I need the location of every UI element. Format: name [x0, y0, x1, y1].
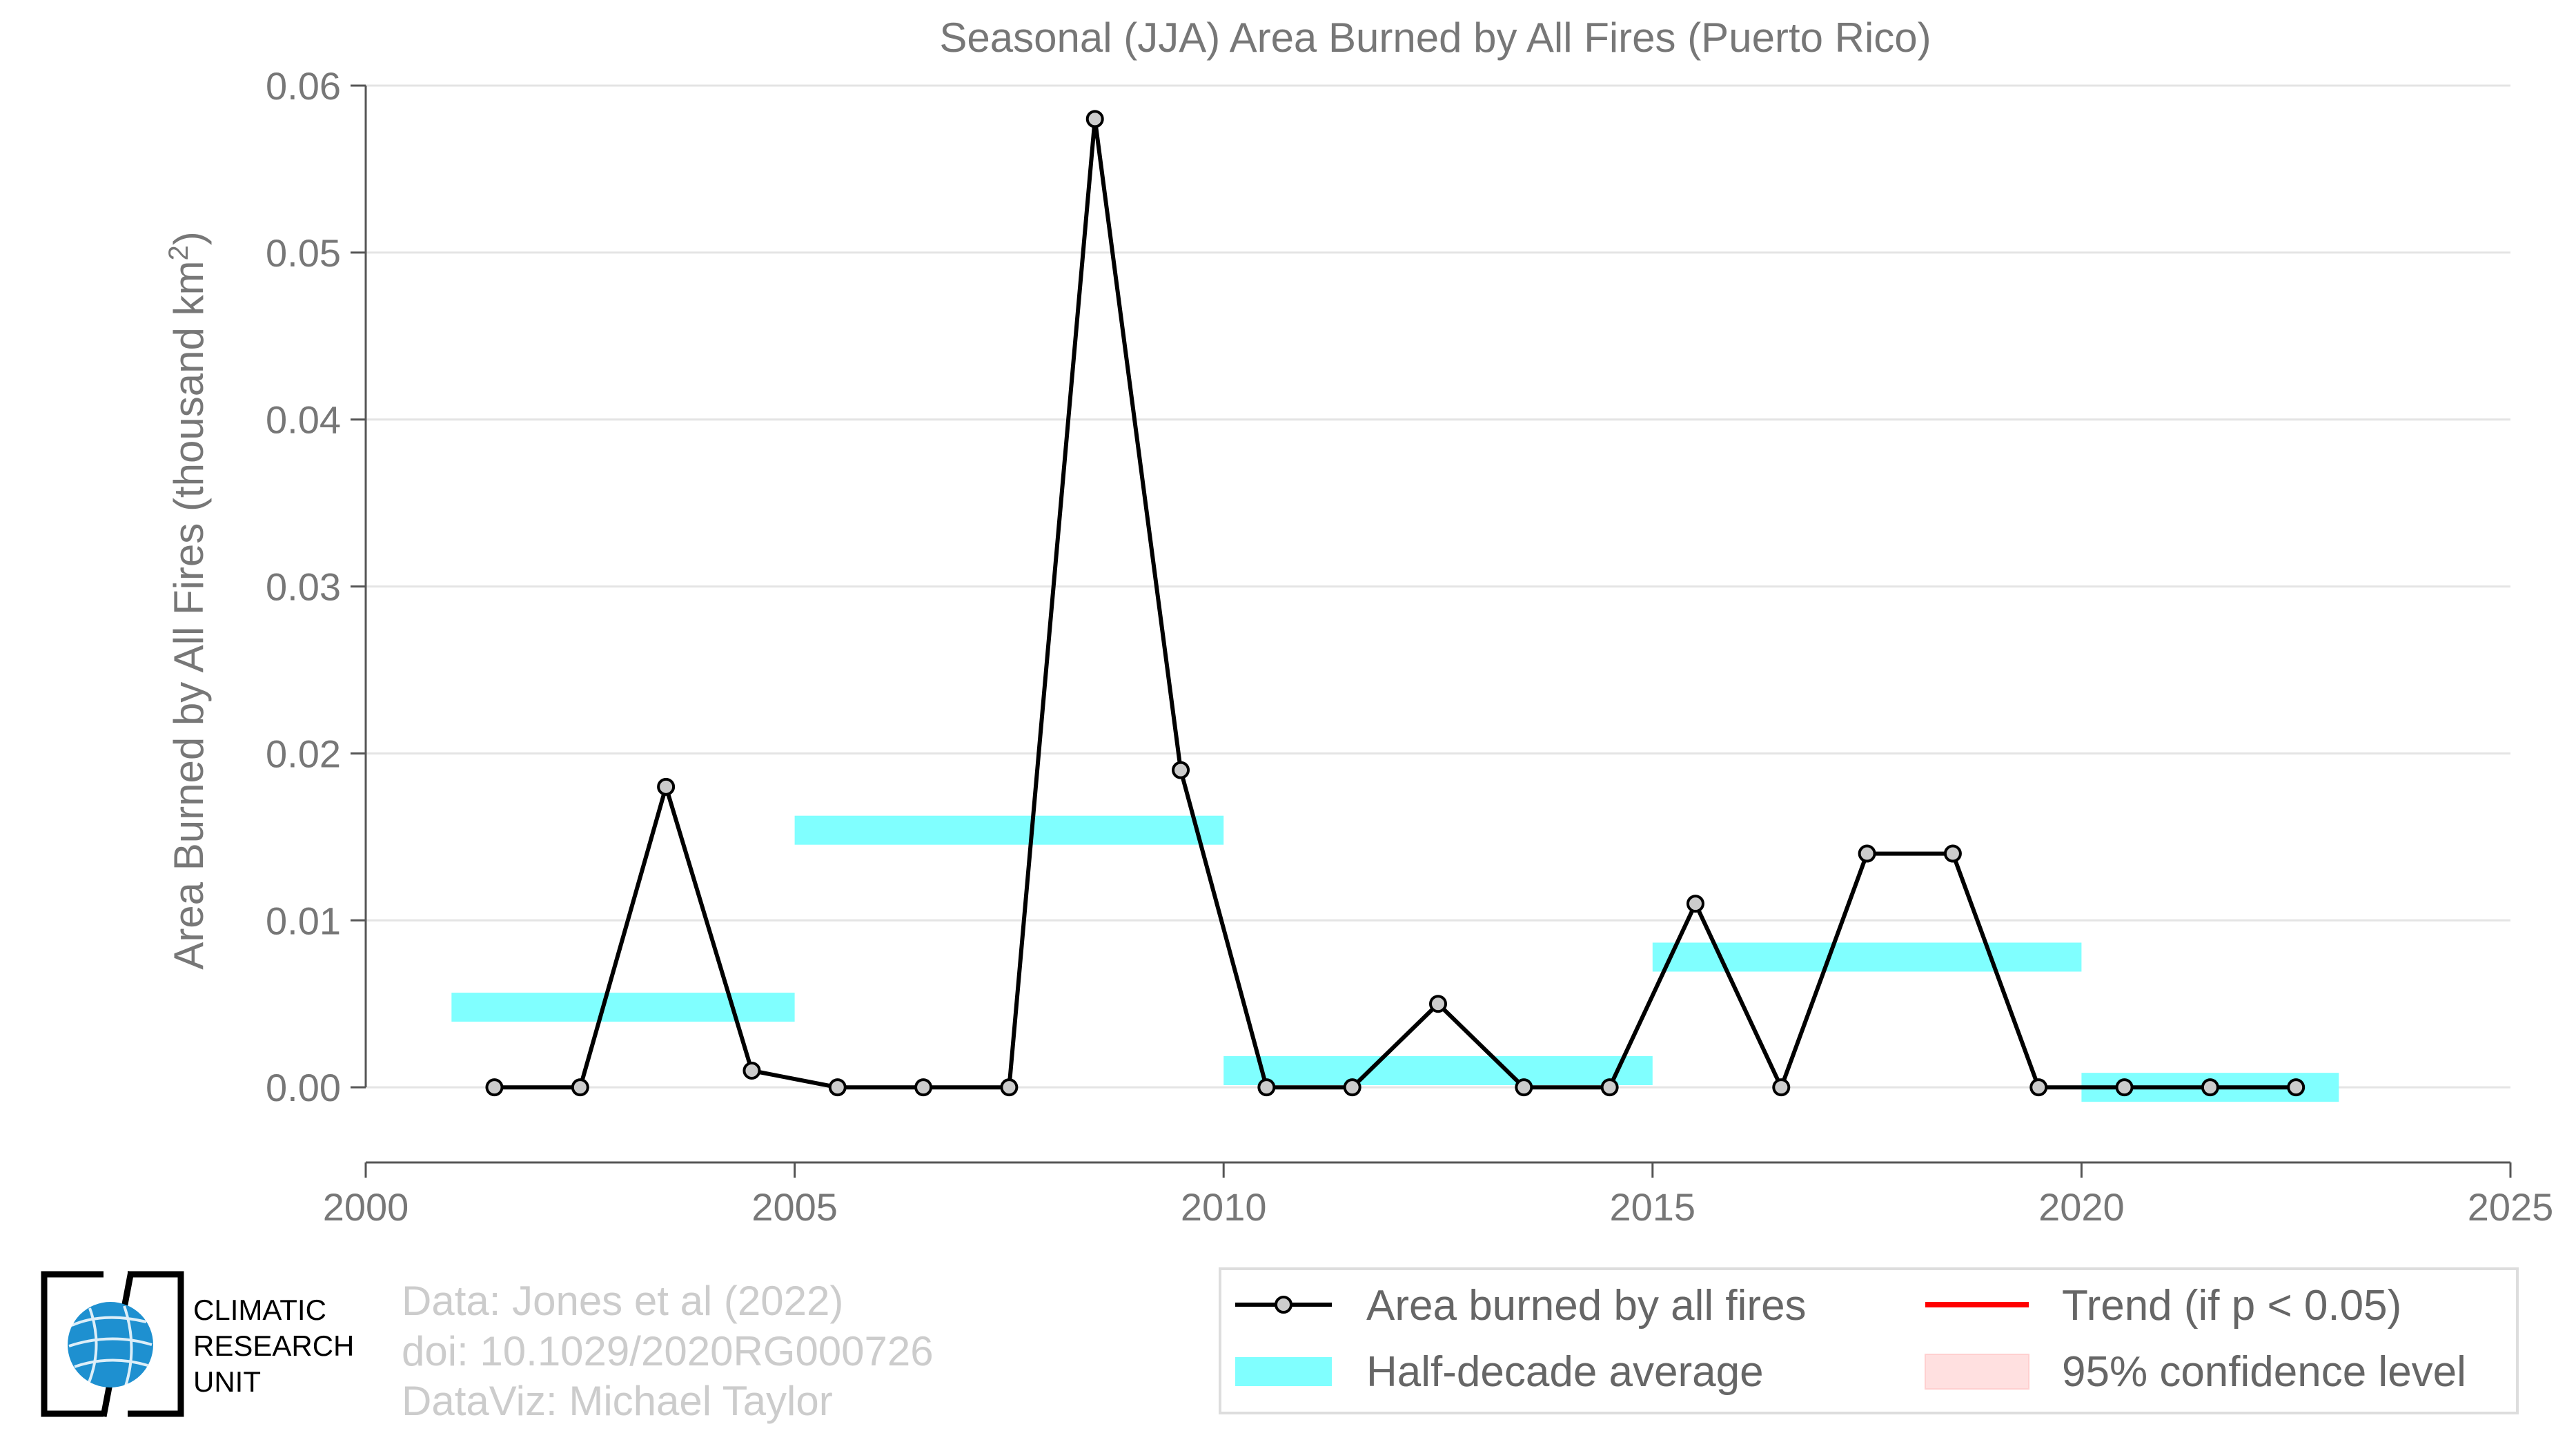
y-tick-label-2: 0.02 [266, 732, 341, 775]
legend-frame [1219, 1267, 2519, 1414]
data-point-13 [1600, 1078, 1619, 1097]
y-tick-label-0: 0.00 [266, 1066, 341, 1109]
data-point-1 [571, 1078, 589, 1097]
data-point-18 [2029, 1078, 2048, 1097]
axes [351, 84, 2512, 1178]
y-tick-label-4: 0.04 [266, 398, 341, 442]
data-point-11 [1429, 995, 1447, 1013]
data-point-17 [1943, 844, 1962, 863]
data-point-10 [1343, 1078, 1361, 1097]
y-axis-label: Area Burned by All Fires (thousand km2) [164, 231, 212, 969]
legend: Area burned by all fires Trend (if p < 0… [1219, 1267, 2519, 1414]
y-tick-label-6: 0.06 [266, 64, 341, 108]
data-point-7 [1085, 110, 1104, 128]
x-tick-label-5: 2025 [2468, 1185, 2554, 1229]
data-point-3 [743, 1061, 761, 1080]
legend-swatch-half-decade [1235, 1357, 1332, 1386]
legend-label-trend: Trend (if p < 0.05) [2062, 1282, 2401, 1330]
data-point-14 [1686, 895, 1704, 913]
data-point-5 [914, 1078, 933, 1097]
data-point-8 [1172, 761, 1190, 779]
credits: Data: Jones et al (2022) doi: 10.1029/20… [402, 1278, 934, 1424]
x-tick-label-3: 2015 [1610, 1185, 1696, 1229]
legend-label-area-burned: Area burned by all fires [1366, 1282, 1807, 1330]
legend-label-half-decade: Half-decade average [1366, 1348, 1764, 1396]
x-tick-label-1: 2005 [751, 1185, 838, 1229]
credit-dataviz: DataViz: Michael Taylor [402, 1378, 833, 1424]
data-point-16 [1858, 844, 1876, 863]
legend-swatch-confidence [1925, 1354, 2029, 1390]
half-decade-band-2 [1223, 1055, 1653, 1085]
x-tick-label-0: 2000 [323, 1185, 409, 1229]
series-line-0 [494, 117, 2297, 1090]
logo-frame [41, 1271, 104, 1417]
data-point-9 [1257, 1078, 1276, 1097]
data-point-6 [1000, 1078, 1019, 1097]
logo-text-unit: UNIT [193, 1365, 261, 1398]
data-point-12 [1515, 1078, 1533, 1097]
y-tick-label-1: 0.01 [266, 899, 341, 942]
x-tick-label-4: 2020 [2038, 1185, 2125, 1229]
data-point-21 [2287, 1078, 2305, 1097]
data-point-2 [657, 777, 676, 796]
y-tick-label-3: 0.03 [266, 565, 341, 609]
tick-labels: 0.00 0.01 0.02 0.03 0.04 0.05 0.06 2000 2005 2010… [266, 64, 2553, 1229]
logo-frame-right [128, 1271, 184, 1417]
data-point-0 [485, 1078, 504, 1097]
data-point-4 [828, 1078, 847, 1097]
half-decade-band-1 [794, 815, 1224, 845]
half-decade-bands [451, 815, 2339, 1102]
y-tick-label-5: 0.05 [266, 231, 341, 275]
globe-icon [68, 1302, 153, 1387]
y-axis-label-superscript: 2 [164, 245, 194, 260]
credit-doi: doi: 10.1029/2020RG000726 [402, 1328, 934, 1374]
series-area-burned [485, 110, 2305, 1097]
chart-title: Seasonal (JJA) Area Burned by All Fires … [939, 14, 1931, 61]
legend-marker-area-burned [1275, 1296, 1292, 1314]
gridlines [366, 84, 2510, 1089]
cru-logo: CLIMATIC RESEARCH UNIT [41, 1271, 354, 1417]
logo-text-research: RESEARCH [193, 1330, 354, 1362]
half-decade-band-0 [451, 993, 795, 1022]
data-point-19 [2115, 1078, 2134, 1097]
y-axis-label-close: ) [166, 231, 212, 245]
x-tick-label-2: 2010 [1181, 1185, 1267, 1229]
legend-label-confidence: 95% confidence level [2062, 1348, 2466, 1396]
credit-data-source: Data: Jones et al (2022) [402, 1278, 843, 1324]
logo-text-climatic: CLIMATIC [193, 1294, 326, 1326]
data-point-15 [1772, 1078, 1791, 1097]
data-point-20 [2201, 1078, 2219, 1097]
